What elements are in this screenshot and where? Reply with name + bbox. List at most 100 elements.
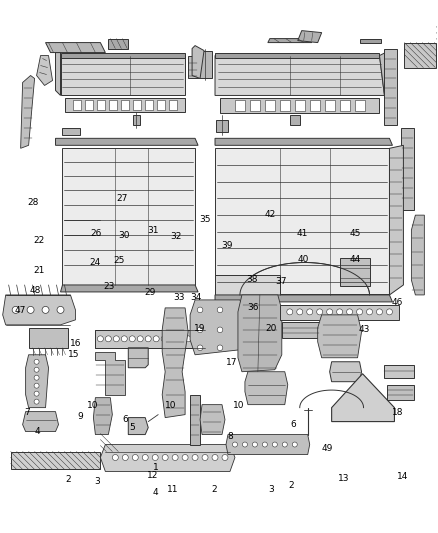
Circle shape: [182, 455, 188, 461]
Polygon shape: [21, 76, 35, 148]
Polygon shape: [290, 116, 300, 125]
Text: 44: 44: [350, 255, 361, 264]
Text: 32: 32: [170, 232, 182, 241]
Polygon shape: [216, 120, 228, 132]
Circle shape: [242, 442, 247, 447]
Text: 28: 28: [28, 198, 39, 207]
Polygon shape: [298, 30, 321, 43]
Polygon shape: [360, 38, 381, 43]
Text: 12: 12: [147, 471, 158, 480]
Polygon shape: [93, 398, 112, 434]
Polygon shape: [215, 55, 385, 95]
Polygon shape: [404, 43, 436, 68]
Polygon shape: [128, 417, 148, 434]
Polygon shape: [133, 116, 140, 125]
Text: 49: 49: [321, 445, 333, 454]
Polygon shape: [11, 451, 100, 470]
Polygon shape: [128, 348, 148, 368]
Polygon shape: [310, 100, 320, 111]
Polygon shape: [133, 100, 141, 110]
Circle shape: [97, 336, 103, 342]
Text: 25: 25: [114, 256, 125, 264]
Text: 15: 15: [68, 350, 80, 359]
Text: 35: 35: [199, 215, 211, 224]
Text: 29: 29: [145, 287, 155, 296]
Text: 23: 23: [103, 282, 115, 291]
Circle shape: [327, 309, 332, 315]
Text: 26: 26: [90, 229, 102, 238]
Polygon shape: [215, 139, 392, 146]
Polygon shape: [226, 434, 310, 455]
Circle shape: [386, 309, 392, 315]
Polygon shape: [215, 148, 389, 295]
Polygon shape: [95, 352, 125, 394]
Circle shape: [177, 336, 183, 342]
Circle shape: [34, 399, 39, 404]
Circle shape: [272, 442, 277, 447]
Circle shape: [34, 391, 39, 396]
Circle shape: [129, 336, 135, 342]
Polygon shape: [63, 128, 81, 135]
Circle shape: [122, 455, 128, 461]
Text: 1: 1: [153, 463, 159, 472]
Text: 37: 37: [275, 277, 287, 286]
Polygon shape: [245, 372, 288, 405]
Circle shape: [27, 306, 34, 313]
Circle shape: [34, 383, 39, 388]
Polygon shape: [238, 295, 282, 372]
Polygon shape: [389, 146, 403, 295]
Text: 3: 3: [94, 478, 99, 486]
Text: 38: 38: [246, 275, 258, 284]
Text: 33: 33: [173, 293, 184, 302]
Polygon shape: [215, 275, 280, 295]
Circle shape: [145, 336, 151, 342]
Text: 11: 11: [167, 485, 179, 494]
Circle shape: [152, 455, 158, 461]
Circle shape: [121, 336, 127, 342]
Polygon shape: [110, 100, 117, 110]
Polygon shape: [3, 295, 75, 325]
Polygon shape: [339, 258, 370, 286]
Text: 41: 41: [296, 229, 307, 238]
Text: 14: 14: [397, 472, 408, 481]
Circle shape: [217, 307, 223, 313]
Polygon shape: [190, 300, 245, 355]
Circle shape: [197, 345, 203, 351]
Circle shape: [233, 442, 237, 447]
Polygon shape: [95, 330, 205, 348]
Circle shape: [34, 367, 39, 372]
Circle shape: [197, 327, 203, 333]
Text: 17: 17: [226, 358, 238, 367]
Polygon shape: [56, 139, 198, 146]
Text: 27: 27: [117, 194, 128, 203]
Polygon shape: [330, 362, 361, 382]
Polygon shape: [235, 100, 245, 111]
Polygon shape: [280, 305, 399, 320]
Circle shape: [283, 442, 287, 447]
Circle shape: [172, 455, 178, 461]
Text: 16: 16: [70, 339, 81, 348]
Circle shape: [337, 309, 343, 315]
Text: 47: 47: [14, 305, 26, 314]
Polygon shape: [265, 100, 275, 111]
Text: 10: 10: [87, 401, 98, 410]
Circle shape: [197, 307, 203, 313]
Text: 8: 8: [227, 432, 233, 441]
Circle shape: [106, 336, 111, 342]
Circle shape: [12, 306, 19, 313]
Text: 18: 18: [392, 408, 404, 417]
Text: 5: 5: [129, 423, 134, 432]
Polygon shape: [85, 100, 93, 110]
Text: 2: 2: [66, 475, 71, 483]
Text: 36: 36: [247, 303, 259, 312]
Polygon shape: [198, 51, 212, 78]
Polygon shape: [190, 394, 200, 445]
Text: 9: 9: [77, 413, 83, 422]
Circle shape: [57, 306, 64, 313]
Polygon shape: [215, 53, 379, 58]
Polygon shape: [401, 128, 414, 210]
Text: 6: 6: [122, 415, 128, 424]
Polygon shape: [188, 55, 198, 78]
Circle shape: [161, 336, 167, 342]
Text: 3: 3: [268, 485, 274, 494]
